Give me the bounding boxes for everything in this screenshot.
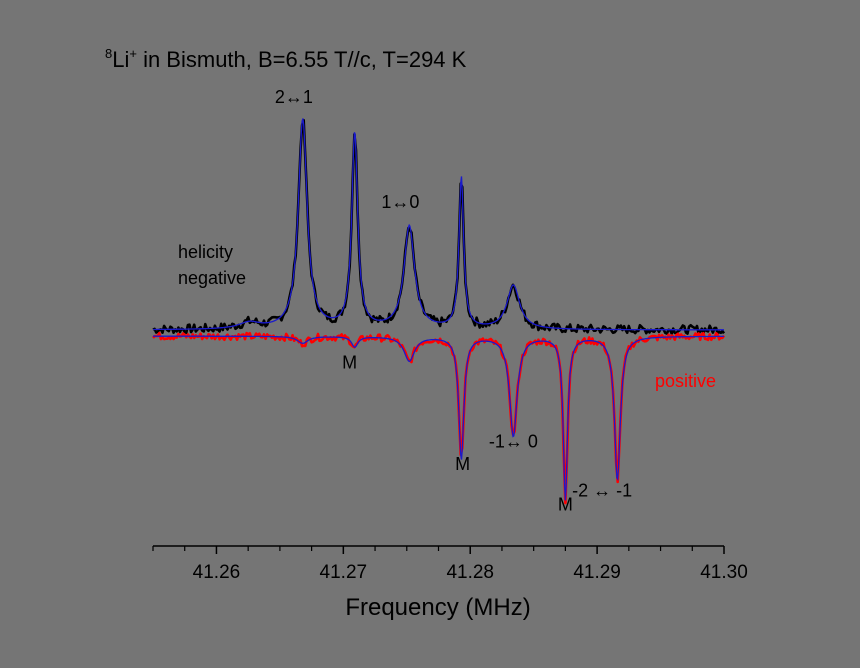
peak-annotation: -2 ↔ -1 — [572, 480, 632, 500]
peak-annotation: M — [342, 353, 357, 373]
x-tick-label: 41.30 — [700, 562, 748, 583]
x-tick-label: 41.27 — [320, 562, 368, 583]
chart-title: 8Li+ in Bismuth, B=6.55 T//c, T=294 K — [105, 46, 467, 72]
data-line-positive — [152, 331, 726, 505]
series-negative — [152, 118, 726, 335]
title-rest: in Bismuth, B=6.55 T//c, T=294 K — [137, 47, 467, 72]
title-isotope-superscript: 8 — [105, 46, 112, 61]
peak-annotation: M — [558, 494, 573, 514]
peak-annotation: 2↔1 — [275, 87, 313, 107]
x-tick-label: 41.26 — [193, 562, 241, 583]
peak-annotation: M — [455, 454, 470, 474]
peak-annotation: 1↔0 — [381, 192, 419, 212]
series-layer — [152, 118, 726, 505]
series-positive — [152, 331, 726, 505]
fit-line-negative — [153, 118, 724, 331]
peak-annotation: -1↔ 0 — [489, 431, 538, 451]
title-element: Li — [112, 47, 129, 72]
helicity-label: helicity — [178, 242, 233, 262]
title-charge-superscript: + — [129, 46, 137, 61]
x-axis-label: Frequency (MHz) — [345, 594, 530, 621]
x-tick-label: 41.29 — [573, 562, 621, 583]
annotation-layer: 2↔11↔0MM-1↔ 0M-2 ↔ -1 — [275, 87, 632, 514]
data-line-negative — [152, 118, 726, 335]
fit-line-positive — [153, 335, 724, 501]
x-tick-label: 41.28 — [446, 562, 494, 583]
positive-label: positive — [655, 371, 716, 391]
x-axis: 41.26 41.27 41.28 41.29 41.30 — [152, 545, 748, 583]
negative-label: negative — [178, 268, 246, 288]
